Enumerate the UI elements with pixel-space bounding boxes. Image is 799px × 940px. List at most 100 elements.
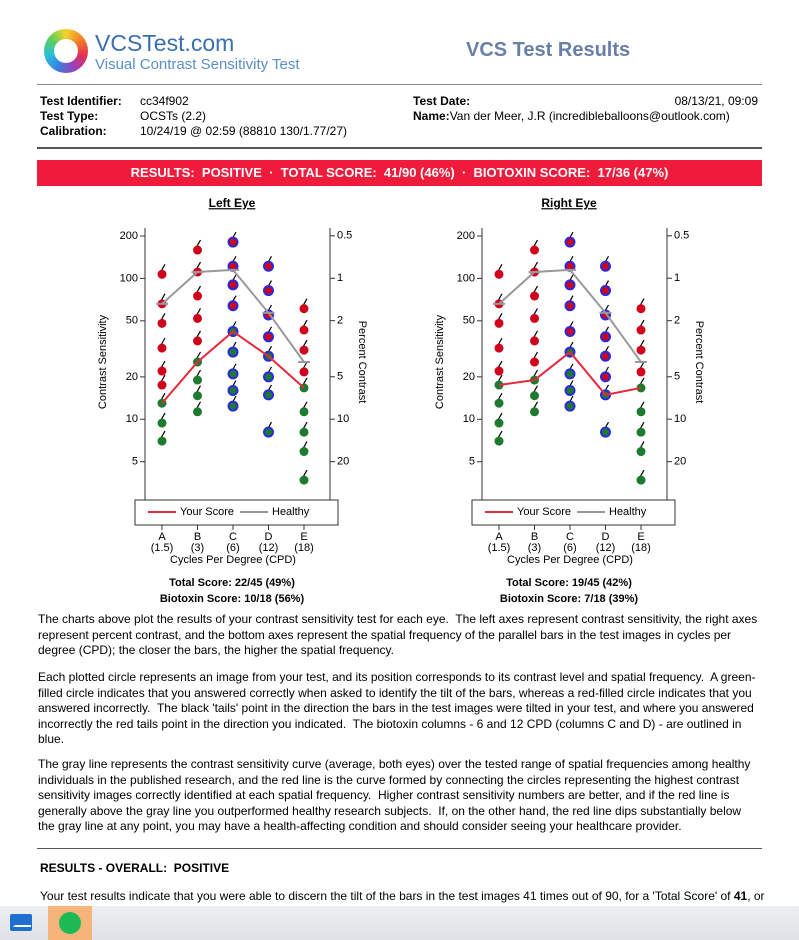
paragraph: Each plotted circle represents an image … bbox=[38, 670, 758, 746]
value: 08/13/21, 09:09 bbox=[674, 94, 758, 108]
test-dot bbox=[564, 300, 576, 312]
test-dot bbox=[494, 318, 504, 328]
test-dot bbox=[299, 304, 309, 314]
test-dot bbox=[227, 279, 239, 291]
score-note: Total Score: 22/45 (49%) bbox=[169, 577, 295, 589]
result-banner: RESULTS: POSITIVE · TOTAL SCORE: 41/90 (… bbox=[37, 160, 762, 186]
paragraph: The charts above plot the results of you… bbox=[38, 612, 761, 657]
test-dot bbox=[193, 375, 202, 385]
score-note: Biotoxin Score: 10/18 (56%) bbox=[160, 593, 305, 605]
y-tick-label: 200 bbox=[120, 230, 138, 242]
y-tick-label: 50 bbox=[463, 315, 475, 327]
paragraph: The gray line represents the contrast se… bbox=[38, 757, 754, 833]
y2-tick-label: 0.5 bbox=[337, 230, 352, 242]
test-dot bbox=[299, 407, 309, 417]
test-dot bbox=[299, 475, 309, 485]
x-axis-label: Cycles Per Degree (CPD) bbox=[507, 554, 633, 566]
test-dot bbox=[227, 346, 239, 358]
y-tick-label: 5 bbox=[469, 456, 475, 468]
test-dot bbox=[530, 357, 539, 367]
test-dot bbox=[530, 245, 539, 255]
y2-tick-label: 20 bbox=[337, 456, 349, 468]
test-dot bbox=[600, 331, 611, 343]
x-tick-label: A bbox=[158, 531, 166, 543]
test-dot bbox=[299, 447, 309, 457]
y-tick-label: 100 bbox=[457, 272, 475, 284]
test-dot bbox=[263, 426, 274, 438]
test-dot bbox=[227, 385, 239, 397]
y2-tick-label: 5 bbox=[674, 371, 680, 383]
test-dot bbox=[600, 371, 611, 383]
test-dot bbox=[157, 318, 167, 328]
test-dot bbox=[564, 385, 576, 397]
x-tick-label: B bbox=[531, 531, 538, 543]
test-dot bbox=[636, 407, 646, 417]
rule bbox=[37, 848, 762, 849]
test-dot bbox=[530, 291, 539, 301]
y2-tick-label: 0.5 bbox=[674, 230, 689, 242]
text: Your test results indicate that you were… bbox=[40, 889, 734, 903]
test-dot bbox=[636, 447, 646, 457]
test-dot bbox=[494, 418, 504, 428]
x-tick-label: E bbox=[300, 531, 307, 543]
legend-label: Your Score bbox=[180, 506, 234, 518]
test-dot bbox=[600, 350, 611, 362]
rule bbox=[37, 147, 762, 149]
y-tick-label: 10 bbox=[463, 413, 475, 425]
spotify-icon[interactable] bbox=[48, 906, 92, 940]
x-tick-sublabel: (1.5) bbox=[488, 542, 511, 554]
test-dot bbox=[263, 331, 274, 343]
x-tick-label: D bbox=[602, 531, 610, 543]
label: Calibration: bbox=[40, 124, 107, 138]
y2-tick-label: 1 bbox=[674, 272, 680, 284]
y2-axis-label: Percent Contrast bbox=[693, 321, 705, 404]
test-dot bbox=[564, 368, 576, 380]
test-dot bbox=[636, 325, 646, 335]
x-tick-sublabel: (18) bbox=[294, 542, 314, 554]
test-dot bbox=[227, 400, 239, 412]
test-dot bbox=[193, 391, 202, 401]
y-tick-label: 200 bbox=[457, 230, 475, 242]
series-line bbox=[161, 330, 305, 404]
x-tick-sublabel: (18) bbox=[631, 542, 651, 554]
y2-tick-label: 5 bbox=[337, 371, 343, 383]
label: Test Date: bbox=[413, 94, 471, 108]
test-dot bbox=[227, 236, 239, 248]
brand: VCSTest.com bbox=[95, 30, 235, 56]
legend-label: Healthy bbox=[609, 506, 647, 518]
test-dot bbox=[600, 260, 611, 272]
test-dot bbox=[227, 368, 239, 380]
label: Name: bbox=[413, 109, 450, 123]
test-dot bbox=[193, 313, 202, 323]
y-tick-label: 10 bbox=[126, 413, 138, 425]
y2-tick-label: 2 bbox=[337, 315, 343, 327]
x-tick-sublabel: (12) bbox=[596, 542, 616, 554]
test-dot bbox=[193, 245, 202, 255]
test-dot bbox=[263, 371, 274, 383]
final-line: Your test results indicate that you were… bbox=[40, 889, 765, 903]
test-dot bbox=[530, 313, 539, 323]
y-tick-label: 20 bbox=[463, 371, 475, 383]
y2-tick-label: 2 bbox=[674, 315, 680, 327]
test-dot bbox=[636, 345, 646, 355]
x-tick-sublabel: (6) bbox=[563, 542, 576, 554]
x-tick-sublabel: (12) bbox=[259, 542, 279, 554]
y-tick-label: 20 bbox=[126, 371, 138, 383]
mail-icon[interactable] bbox=[10, 914, 32, 931]
y2-tick-label: 10 bbox=[674, 413, 686, 425]
test-dot bbox=[299, 367, 309, 377]
test-dot bbox=[636, 475, 646, 485]
test-dot bbox=[193, 336, 202, 346]
test-dot bbox=[263, 260, 274, 272]
legend-label: Your Score bbox=[517, 506, 571, 518]
score-note: Total Score: 19/45 (42%) bbox=[506, 577, 632, 589]
info-right: Test Date: 08/13/21, 09:09 Name:Van der M… bbox=[413, 94, 758, 124]
x-tick-label: A bbox=[495, 531, 503, 543]
y-tick-label: 5 bbox=[132, 456, 138, 468]
legend-label: Healthy bbox=[272, 506, 310, 518]
x-tick-sublabel: (6) bbox=[226, 542, 239, 554]
test-dot bbox=[157, 436, 167, 446]
test-dot bbox=[157, 343, 167, 353]
test-dot bbox=[299, 427, 309, 437]
